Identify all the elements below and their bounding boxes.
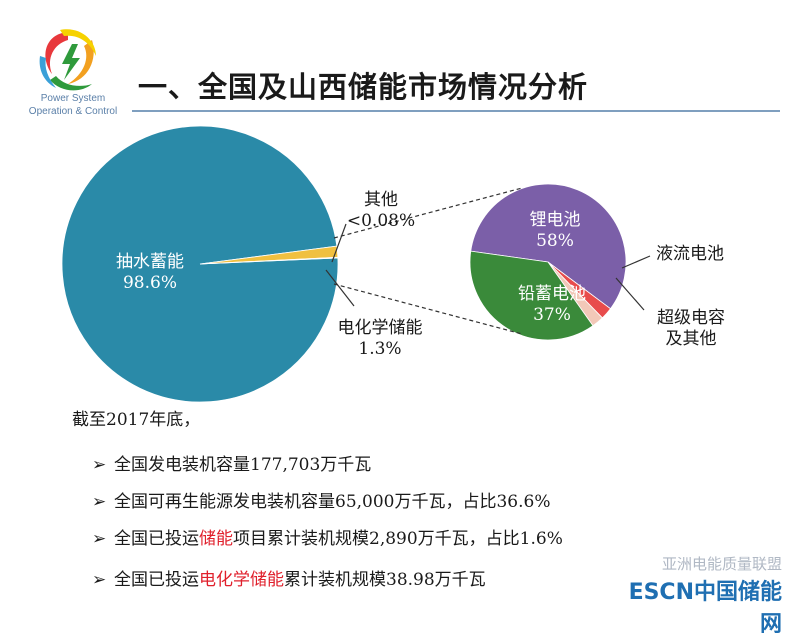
- electrochemical-pie: [469, 183, 627, 341]
- lead-pct: 37%: [533, 305, 571, 325]
- leader-flow: [621, 255, 651, 269]
- bullet-4-highlight: 电化学储能: [199, 570, 284, 590]
- bullet-1: ➢ 全国发电装机容量177,703万千瓦: [92, 450, 371, 475]
- electro-label: 电化学储能 1.3%: [320, 318, 440, 360]
- bullet-3-post: 项目累计装机规模2,890万千瓦，占比1.6%: [233, 529, 563, 549]
- energy-slice-0: [61, 125, 339, 403]
- chart-canvas: [39, 29, 651, 403]
- bullet-arrow-icon: ➢: [92, 570, 107, 590]
- energy-slice-2: [199, 256, 339, 265]
- bullet-2: ➢ 全国可再生能源发电装机容量65,000万千瓦，占比36.6%: [92, 487, 551, 512]
- intro-text: 截至2017年底，: [72, 410, 201, 430]
- leader-supercap: [615, 277, 645, 311]
- bullet-1-text: 全国发电装机容量177,703万千瓦: [114, 455, 372, 475]
- leader-electro: [325, 269, 355, 307]
- watermark-line2: ESCN中国储能网: [628, 580, 782, 637]
- logo-text-line1: Power System: [40, 93, 106, 104]
- watermark: 亚洲电能质量联盟 ESCN中国储能网: [612, 553, 782, 638]
- lithium-pct: 58%: [536, 231, 574, 251]
- other-name: 其他: [364, 190, 398, 210]
- energy-storage-pie: [61, 125, 339, 403]
- lead-label: 铅蓄电池 37%: [502, 284, 602, 326]
- page-title: 一、全国及山西储能市场情况分析: [138, 70, 589, 104]
- leader-other: [331, 223, 347, 263]
- bullet-3-pre: 全国已投运: [114, 529, 199, 549]
- bullet-3: ➢ 全国已投运储能项目累计装机规模2,890万千瓦，占比1.6%: [92, 524, 563, 549]
- bullet-4: ➢ 全国已投运电化学储能累计装机规模38.98万千瓦: [92, 565, 486, 590]
- watermark-line1: 亚洲电能质量联盟: [661, 555, 782, 573]
- electrochem-slice-0: [470, 183, 627, 310]
- lithium-name: 锂电池: [529, 210, 581, 230]
- pumped-name: 抽水蓄能: [116, 252, 184, 272]
- supercap-line1: 超级电容: [657, 308, 725, 328]
- electro-name: 电化学储能: [337, 318, 423, 338]
- title-divider: [132, 110, 780, 112]
- supercap-label: 超级电容 及其他: [646, 308, 736, 350]
- bullet-arrow-icon: ➢: [92, 492, 107, 512]
- flow-label: 液流电池: [656, 244, 724, 264]
- supercap-line2: 及其他: [665, 329, 717, 349]
- lithium-label: 锂电池 58%: [510, 210, 600, 252]
- connector-line-bottom: [333, 283, 523, 335]
- pumped-pct: 98.6%: [122, 273, 177, 293]
- other-pct: <0.08%: [346, 211, 416, 231]
- bullet-4-pre: 全国已投运: [114, 570, 199, 590]
- pumped-label: 抽水蓄能 98.6%: [100, 252, 200, 294]
- bullet-arrow-icon: ➢: [92, 455, 107, 475]
- lead-name: 铅蓄电池: [518, 284, 586, 304]
- bullet-2-text: 全国可再生能源发电装机容量65,000万千瓦，占比36.6%: [114, 492, 551, 512]
- logo-text-line2: Operation & Control: [28, 106, 118, 117]
- connector-line-top: [333, 187, 523, 239]
- electro-pct: 1.3%: [358, 339, 402, 359]
- bullet-3-highlight: 储能: [199, 529, 233, 549]
- bullet-4-post: 累计装机规模38.98万千瓦: [284, 570, 486, 590]
- electrochem-slice-3: [469, 250, 594, 341]
- logo-icon: [39, 29, 96, 91]
- other-label: 其他 <0.08%: [336, 190, 426, 232]
- bullet-arrow-icon: ➢: [92, 529, 107, 549]
